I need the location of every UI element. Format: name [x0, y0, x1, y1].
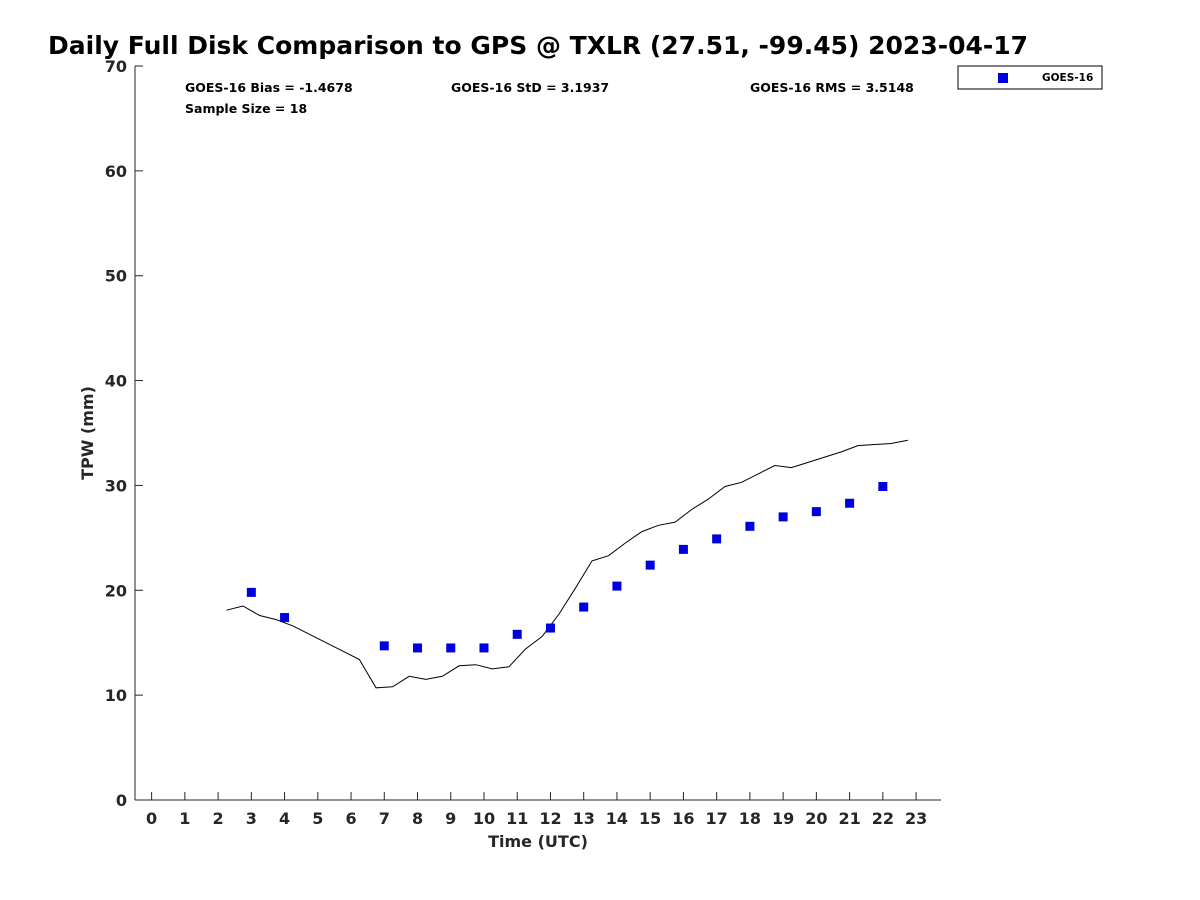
- x-tick-label: 15: [639, 809, 661, 828]
- x-tick-label: 21: [838, 809, 860, 828]
- y-tick-label: 0: [116, 791, 127, 810]
- x-tick-label: 12: [539, 809, 561, 828]
- axes: 0 1 2 3 4 5 6 7 8 9 10 11 12 13 14 15 16 17 18 19 20 21 22 2301…: [105, 57, 941, 828]
- y-tick-label: 30: [105, 476, 127, 495]
- goes16-point: [379, 641, 389, 651]
- x-tick-label: 22: [872, 809, 894, 828]
- x-tick-label: 11: [506, 809, 528, 828]
- goes16-point: [280, 613, 290, 623]
- legend-box: [957, 65, 1103, 90]
- legend-label-goes16: GOES-16: [1042, 72, 1093, 84]
- x-tick-label: 9: [445, 809, 456, 828]
- goes16-point: [512, 629, 522, 639]
- x-tick-label: 7: [379, 809, 390, 828]
- x-tick-label: 10: [473, 809, 495, 828]
- goes16-point: [413, 643, 423, 653]
- x-tick-label: 4: [279, 809, 290, 828]
- x-tick-label: 6: [345, 809, 356, 828]
- stat-std: GOES-16 StD = 3.1937: [451, 80, 609, 95]
- stat-sample-size: Sample Size = 18: [185, 101, 307, 116]
- y-tick-label: 70: [105, 57, 127, 76]
- x-tick-label: 20: [805, 809, 827, 828]
- goes16-point: [246, 587, 256, 597]
- x-tick-label: 18: [739, 809, 761, 828]
- goes16-point: [745, 521, 755, 531]
- goes16-point: [446, 643, 456, 653]
- y-tick-label: 10: [105, 686, 127, 705]
- goes16-point: [811, 507, 821, 517]
- goes16-marker-series: [246, 481, 888, 653]
- x-tick-label: 16: [672, 809, 694, 828]
- y-tick-label: 20: [105, 581, 127, 600]
- x-tick-label: 3: [246, 809, 257, 828]
- x-tick-label: 1: [179, 809, 190, 828]
- y-tick-label: 50: [105, 267, 127, 286]
- legend-marker-square: [998, 73, 1008, 83]
- chart-title: Daily Full Disk Comparison to GPS @ TXLR…: [48, 31, 1028, 60]
- gps-line-series: [226, 439, 908, 689]
- goes16-point: [778, 512, 788, 522]
- stat-rms: GOES-16 RMS = 3.5148: [750, 80, 914, 95]
- x-tick-label: 2: [213, 809, 224, 828]
- x-tick-label: 17: [706, 809, 728, 828]
- x-tick-label: 19: [772, 809, 794, 828]
- goes16-point: [678, 544, 688, 554]
- goes16-point: [878, 481, 888, 491]
- x-axis-label: Time (UTC): [488, 832, 588, 851]
- y-axis-label: TPW (mm): [78, 386, 97, 480]
- x-tick-label: 14: [606, 809, 628, 828]
- goes16-point: [712, 534, 722, 544]
- y-tick-label: 40: [105, 372, 127, 391]
- goes16-point: [645, 560, 655, 570]
- x-tick-label: 8: [412, 809, 423, 828]
- goes16-point: [579, 602, 589, 612]
- y-tick-label: 60: [105, 162, 127, 181]
- goes16-point: [545, 623, 555, 633]
- stat-bias: GOES-16 Bias = -1.4678: [185, 80, 353, 95]
- x-tick-label: 23: [905, 809, 927, 828]
- x-tick-label: 0: [146, 809, 157, 828]
- x-tick-label: 13: [573, 809, 595, 828]
- goes16-point: [845, 498, 855, 508]
- goes16-point: [479, 643, 489, 653]
- x-tick-label: 5: [312, 809, 323, 828]
- gps-tpw-line: [226, 439, 908, 689]
- goes16-point: [612, 581, 622, 591]
- legend: GOES-16: [957, 65, 1103, 90]
